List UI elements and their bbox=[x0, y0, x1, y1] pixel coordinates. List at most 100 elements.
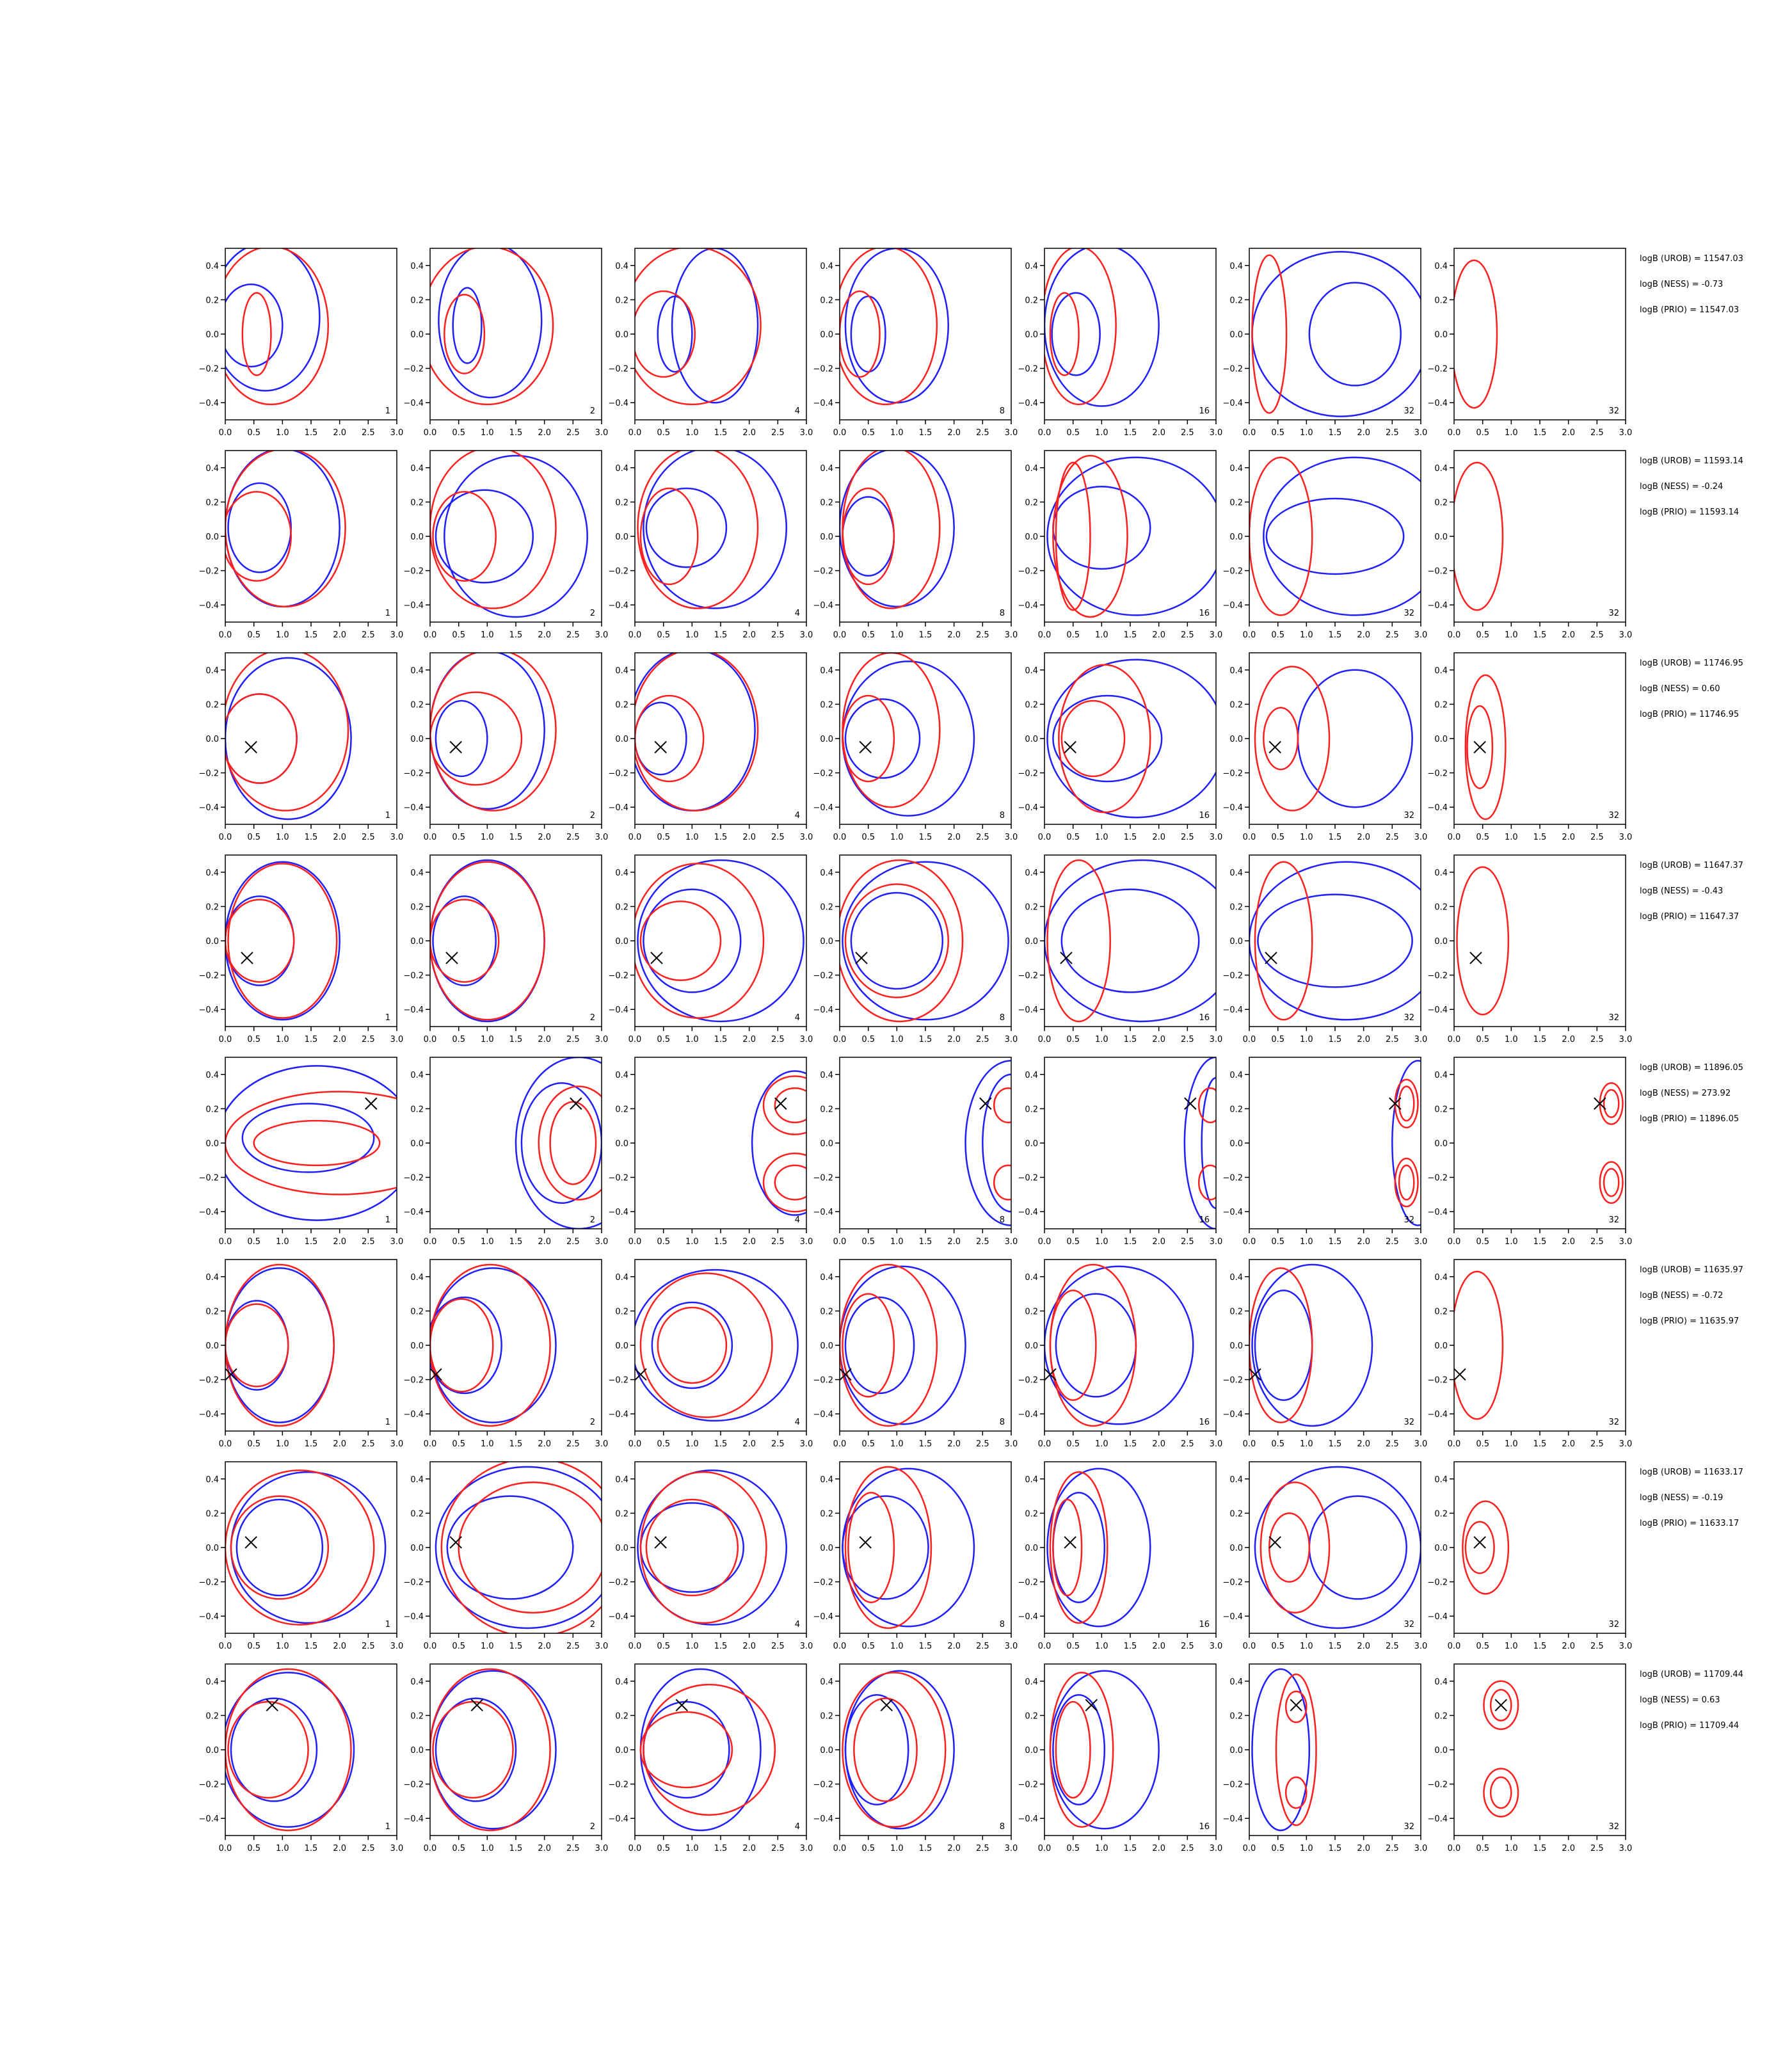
y-tick-label: 0.0 bbox=[820, 1341, 833, 1351]
plot-area bbox=[1046, 659, 1216, 819]
x-tick-label: 2.5 bbox=[976, 1642, 989, 1651]
y-tick-label: 0.2 bbox=[615, 902, 628, 912]
x-tick-label: 0.0 bbox=[833, 428, 847, 438]
x-tick-label: 1.0 bbox=[1095, 428, 1108, 438]
x-tick-label: 0.5 bbox=[1476, 1439, 1489, 1449]
subplot: 0.0 0.5 1.0 1.5 2.0 2.5 3.0 0.4 0.2 0.0 −0.2 −0.4 32 bbox=[1427, 1057, 1632, 1247]
log-bayes-stat: logB (PRIO) = 11635.97 bbox=[1640, 1316, 1739, 1326]
y-tick-label: −0.4 bbox=[198, 803, 219, 813]
x-tick-label: 0.0 bbox=[424, 833, 437, 842]
red-contour bbox=[432, 1700, 514, 1799]
y-tick-label: −0.4 bbox=[403, 1612, 424, 1622]
x-tick-label: 0.0 bbox=[833, 1642, 847, 1651]
red-contour bbox=[1044, 248, 1117, 406]
x-tick-label: 1.0 bbox=[685, 1642, 699, 1651]
blue-contour bbox=[844, 1693, 909, 1806]
plot-area bbox=[840, 248, 949, 406]
red-contour bbox=[1060, 700, 1126, 778]
red-contour bbox=[430, 1263, 551, 1427]
panel-number-label: 16 bbox=[1199, 811, 1210, 820]
red-contour bbox=[225, 1668, 352, 1832]
x-tick-label: 2.5 bbox=[1590, 1642, 1604, 1651]
red-contour bbox=[639, 900, 722, 981]
red-contour bbox=[538, 1085, 602, 1201]
plot-area bbox=[637, 451, 787, 609]
x-tick-label: 0.0 bbox=[1448, 833, 1461, 842]
y-tick-label: −0.4 bbox=[403, 1208, 424, 1217]
y-tick-label: 0.4 bbox=[1434, 262, 1448, 271]
x-tick-label: 3.0 bbox=[1210, 1035, 1223, 1044]
y-tick-label: −0.4 bbox=[1427, 601, 1448, 611]
y-tick-label: 0.0 bbox=[1229, 1544, 1243, 1553]
y-tick-label: −0.2 bbox=[1018, 365, 1038, 374]
y-tick-label: 0.2 bbox=[1025, 1307, 1038, 1316]
y-tick-label: 0.0 bbox=[615, 532, 628, 542]
y-tick-label: −0.2 bbox=[608, 1376, 628, 1386]
log-bayes-stat: logB (PRIO) = 11593.14 bbox=[1640, 508, 1739, 517]
y-tick-label: 0.2 bbox=[1229, 902, 1243, 912]
subplot: 0.0 0.5 1.0 1.5 2.0 2.5 3.0 0.4 0.2 0.0 −0.2 −0.4 2 bbox=[403, 1259, 608, 1449]
red-contour bbox=[430, 861, 545, 1021]
panel-row: 0.0 0.5 1.0 1.5 2.0 2.5 3.00.40.20.0−0.2−0.410… bbox=[198, 1663, 1743, 1853]
x-tick-label: 0.5 bbox=[247, 1035, 260, 1044]
y-tick-label: 0.4 bbox=[820, 1475, 833, 1485]
x-tick-label: 1.0 bbox=[1505, 428, 1518, 438]
x-tick-label: 2.0 bbox=[333, 1237, 346, 1247]
y-tick-label: −0.2 bbox=[403, 567, 424, 577]
y-tick-label: 0.2 bbox=[410, 498, 424, 508]
y-tick-label: −0.4 bbox=[813, 1208, 833, 1217]
axes-frame bbox=[1044, 248, 1217, 420]
subplot: 0.0 0.5 1.0 1.5 2.0 2.5 3.0 0.4 0.2 0.0 −0.2 −0.4 2 bbox=[403, 1663, 608, 1853]
panel-number-label: 16 bbox=[1199, 406, 1210, 416]
x-tick-label: 0.0 bbox=[1243, 630, 1256, 640]
red-contour bbox=[1603, 1089, 1620, 1119]
y-tick-label: 0.2 bbox=[820, 296, 833, 305]
x-tick-label: 1.5 bbox=[919, 1844, 932, 1853]
y-tick-label: 0.2 bbox=[1434, 1711, 1448, 1721]
subplot: 0.0 0.5 1.0 1.5 2.0 2.5 3.0 0.4 0.2 0.0 −0.2 −0.4 1 bbox=[198, 450, 403, 640]
y-tick-label: −0.2 bbox=[608, 567, 628, 577]
blue-contour bbox=[1308, 282, 1402, 387]
x-tick-label: 0.0 bbox=[424, 1035, 437, 1044]
y-tick-label: 0.2 bbox=[410, 296, 424, 305]
x-tick-label: 1.0 bbox=[1300, 428, 1313, 438]
y-tick-label: 0.4 bbox=[1434, 868, 1448, 878]
y-tick-label: −0.2 bbox=[198, 365, 219, 374]
x-tick-label: 1.0 bbox=[276, 1642, 289, 1651]
y-tick-label: 0.2 bbox=[1229, 1105, 1243, 1114]
blue-contour bbox=[1044, 859, 1216, 1023]
x-tick-label: 2.0 bbox=[538, 630, 551, 640]
x-tick-label: 0.0 bbox=[219, 428, 232, 438]
x-tick-label: 0.0 bbox=[1038, 1035, 1052, 1044]
axes-frame bbox=[1453, 248, 1626, 420]
x-tick-label: 1.5 bbox=[1533, 1237, 1547, 1247]
x-tick-label: 0.5 bbox=[247, 1439, 260, 1449]
true-value-marker bbox=[1064, 1536, 1076, 1549]
plot-area bbox=[1251, 251, 1421, 417]
x-tick-label: 2.0 bbox=[742, 1035, 756, 1044]
red-contour bbox=[1052, 454, 1128, 618]
x-tick-label: 0.0 bbox=[1243, 833, 1256, 842]
panel-number-label: 16 bbox=[1199, 609, 1210, 618]
x-tick-label: 3.0 bbox=[1005, 428, 1018, 438]
red-contour bbox=[842, 1672, 947, 1828]
plot-area bbox=[1254, 1466, 1421, 1629]
x-tick-label: 3.0 bbox=[1210, 1237, 1223, 1247]
x-tick-label: 3.0 bbox=[1210, 1642, 1223, 1651]
x-tick-label: 1.5 bbox=[1329, 1844, 1342, 1853]
y-tick-label: 0.4 bbox=[1229, 1475, 1243, 1485]
x-tick-label: 1.0 bbox=[1300, 1642, 1313, 1651]
red-contour bbox=[1055, 1700, 1091, 1799]
y-tick-label: −0.2 bbox=[608, 769, 628, 779]
axes-frame bbox=[1249, 1057, 1421, 1229]
true-value-marker bbox=[449, 740, 462, 754]
red-contour bbox=[639, 487, 699, 586]
log-bayes-stat: logB (UROB) = 11593.14 bbox=[1640, 456, 1743, 466]
y-tick-label: 0.0 bbox=[820, 330, 833, 340]
y-tick-label: 0.2 bbox=[1434, 296, 1448, 305]
x-tick-label: 2.5 bbox=[1386, 428, 1399, 438]
y-tick-label: 0.2 bbox=[1025, 1509, 1038, 1519]
panel-number-label: 1 bbox=[385, 1013, 390, 1023]
x-tick-label: 0.5 bbox=[861, 428, 875, 438]
x-tick-label: 0.5 bbox=[452, 1035, 465, 1044]
